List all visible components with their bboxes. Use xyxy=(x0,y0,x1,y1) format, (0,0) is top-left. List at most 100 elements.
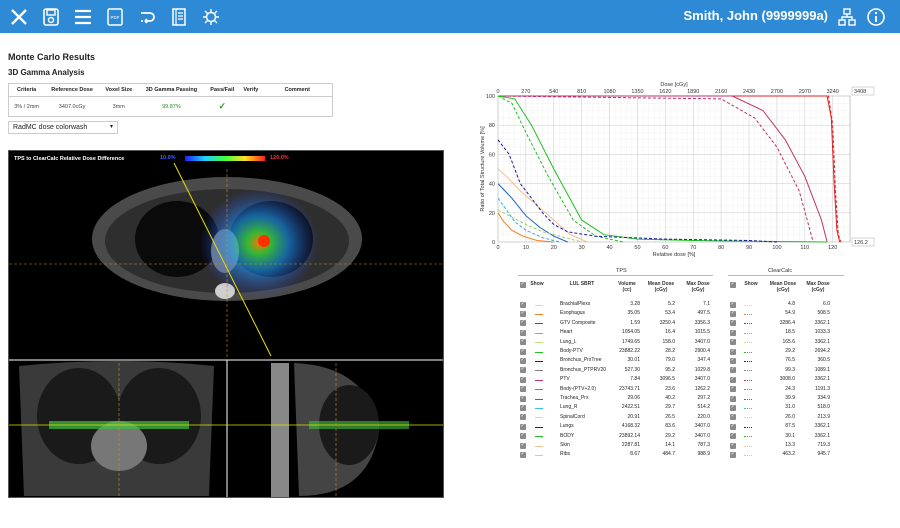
show-checkbox[interactable] xyxy=(520,451,526,458)
structure-color-swatch xyxy=(535,417,543,419)
structure-color-swatch xyxy=(535,426,543,428)
x-tick-label: 10 xyxy=(523,245,529,251)
show-checkbox[interactable] xyxy=(730,376,736,383)
show-checkbox[interactable] xyxy=(520,442,526,449)
cc-max-dose-cell: 1089.1 xyxy=(814,366,830,373)
show-checkbox[interactable] xyxy=(520,395,526,402)
show-checkbox[interactable] xyxy=(520,385,526,393)
structure-name: Heart xyxy=(560,329,573,336)
menu-icon[interactable] xyxy=(70,4,96,30)
table-row: Lung_R 2422.51 29.7 514.2 31.0 518.0 xyxy=(518,403,844,413)
dose-viewer[interactable]: TPS to ClearCalc Relative Dose Differenc… xyxy=(8,150,444,498)
show-checkbox[interactable] xyxy=(730,442,736,449)
volume-cell: 2287.81 xyxy=(621,442,640,448)
verify-cell[interactable] xyxy=(239,97,262,117)
mean-dose-cell: 29.7 xyxy=(665,404,675,411)
show-checkbox[interactable] xyxy=(520,376,526,383)
show-checkbox[interactable] xyxy=(520,423,526,430)
structure-name: Bronchus_PTPRV20 xyxy=(560,366,607,373)
pass-check-icon: ✓ xyxy=(218,101,226,111)
user-name[interactable]: Smith, John (9999999a) xyxy=(683,8,829,23)
show-all-checkbox[interactable] xyxy=(520,281,526,288)
show-checkbox[interactable] xyxy=(730,432,736,440)
table-row: Esophagus 35.05 53.4 497.5 54.9 508.5 xyxy=(518,309,844,319)
comment-cell[interactable] xyxy=(263,97,333,117)
top-tick-label: 2970 xyxy=(799,89,811,95)
show-all-checkbox[interactable] xyxy=(730,281,736,288)
virus-icon[interactable] xyxy=(198,4,224,30)
show-checkbox[interactable] xyxy=(520,301,526,308)
pdf-icon[interactable]: PDF xyxy=(102,4,128,30)
table-row: Body-PTV 23882.22 28.2 2900.4 29.2 2694.2 xyxy=(518,347,844,357)
page-title: Monte Carlo Results xyxy=(8,52,96,62)
top-tick-label: 1350 xyxy=(631,89,643,95)
show-checkbox[interactable] xyxy=(520,348,526,355)
show-checkbox[interactable] xyxy=(730,329,736,336)
volume-cell: 20.91 xyxy=(627,413,640,420)
show-checkbox[interactable] xyxy=(520,338,526,346)
top-tick-label: 2430 xyxy=(743,89,755,95)
top-tick-label: 1080 xyxy=(603,89,615,95)
show-checkbox[interactable] xyxy=(730,413,736,421)
show-checkbox[interactable] xyxy=(520,366,526,374)
show-checkbox[interactable] xyxy=(730,357,736,364)
dvh-series-line xyxy=(497,183,568,243)
show-checkbox[interactable] xyxy=(730,451,736,458)
section-title: 3D Gamma Analysis xyxy=(8,68,85,77)
cc-max-dose-cell: 3362.1 xyxy=(814,319,830,326)
show-checkbox[interactable] xyxy=(520,357,526,364)
ct-images[interactable] xyxy=(9,151,444,498)
max-dose-cell: 297.2 xyxy=(697,395,710,401)
top-toolbar: PDF Smith, John (9999999a) xyxy=(0,0,900,33)
structure-name: SpinalCord xyxy=(560,413,585,420)
notebook-icon[interactable] xyxy=(166,4,192,30)
save-icon[interactable] xyxy=(38,4,64,30)
dvh-series-line xyxy=(497,139,777,243)
show-checkbox[interactable] xyxy=(730,319,736,327)
close-icon[interactable] xyxy=(6,4,32,30)
voxel-size-cell: 3mm xyxy=(112,103,125,110)
dvh-series-line xyxy=(497,212,554,243)
cc-mean-dose-cell: 29.2 xyxy=(785,348,795,354)
show-checkbox[interactable] xyxy=(520,413,526,421)
structure-name: Body-PTV xyxy=(560,348,583,354)
show-checkbox[interactable] xyxy=(730,301,736,308)
dvh-chart[interactable]: 0 10 20 30 40 50 60 70 80 90 100 110 120 0 270 540 810 10… xyxy=(474,78,884,264)
max-dose-cell: 1015.5 xyxy=(694,329,710,336)
network-icon[interactable] xyxy=(838,8,856,26)
cc-max-dose-cell: 213.9 xyxy=(817,413,830,420)
show-checkbox[interactable] xyxy=(730,366,736,374)
show-checkbox[interactable] xyxy=(730,338,736,346)
mean-dose-cell: 23.6 xyxy=(665,385,675,392)
max-dose-cell: 3407.0 xyxy=(694,423,710,430)
show-checkbox[interactable] xyxy=(520,432,526,440)
top-value: 3408 xyxy=(854,89,866,95)
show-checkbox[interactable] xyxy=(730,423,736,430)
x-tick-label: 60 xyxy=(662,245,668,251)
cc-mean-dose-cell: 54.9 xyxy=(785,310,795,317)
show-checkbox[interactable] xyxy=(520,329,526,336)
structure-color-swatch xyxy=(744,351,752,353)
volume-cell: 4168.32 xyxy=(621,423,640,430)
volume-cell: 1749.65 xyxy=(621,338,640,345)
show-checkbox[interactable] xyxy=(520,404,526,411)
col-header: Verify xyxy=(239,83,263,97)
show-checkbox[interactable] xyxy=(730,404,736,411)
show-checkbox[interactable] xyxy=(730,348,736,355)
colorwash-select[interactable]: RadMC dose colorwash ▾ xyxy=(8,121,118,134)
link-icon[interactable] xyxy=(134,4,160,30)
structure-name: Body-(PTV+2.0) xyxy=(560,385,596,392)
show-checkbox[interactable] xyxy=(520,319,526,327)
structure-color-swatch xyxy=(744,454,752,456)
volume-cell: 1054.05 xyxy=(621,329,640,336)
show-checkbox[interactable] xyxy=(520,310,526,317)
chevron-down-icon: ▾ xyxy=(109,124,113,130)
table-row: Bronchus_PrxTree 30.01 79.0 347.4 76.5 360.5 xyxy=(518,356,844,366)
show-checkbox[interactable] xyxy=(730,385,736,393)
show-checkbox[interactable] xyxy=(730,310,736,317)
info-icon[interactable] xyxy=(866,7,886,27)
top-tick-label: 540 xyxy=(549,89,558,95)
cc-max-dose-cell: 1033.3 xyxy=(814,329,830,336)
x-tick-label: 0 xyxy=(496,245,499,251)
show-checkbox[interactable] xyxy=(730,395,736,402)
